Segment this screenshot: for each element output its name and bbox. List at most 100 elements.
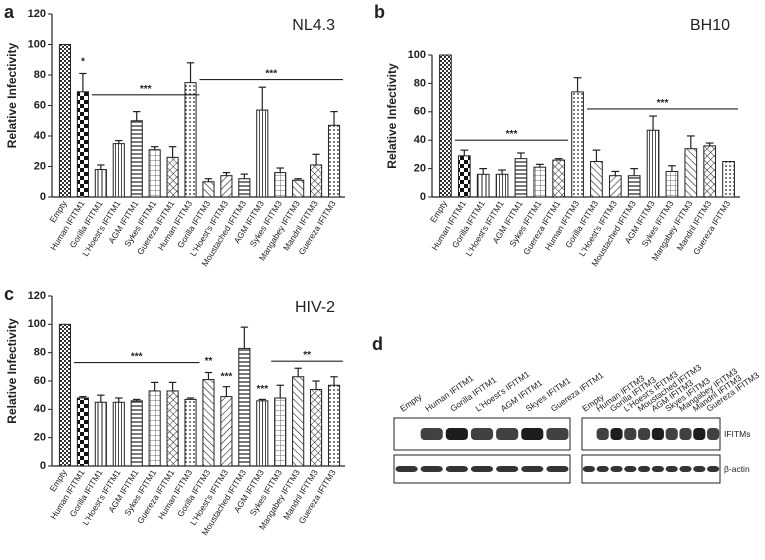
bar bbox=[256, 400, 269, 467]
bar bbox=[238, 347, 251, 467]
error-bar bbox=[97, 394, 105, 403]
bar bbox=[627, 175, 641, 198]
error-bar bbox=[276, 384, 284, 398]
significance-label: ** bbox=[303, 350, 311, 361]
y-tick-label: 20 bbox=[414, 163, 426, 175]
error-bar bbox=[258, 398, 266, 401]
error-bar bbox=[312, 153, 320, 165]
blot-band bbox=[445, 428, 468, 440]
y-tick-label: 100 bbox=[28, 318, 46, 330]
error-bar bbox=[276, 167, 284, 173]
error-bar bbox=[517, 152, 525, 159]
significance-label: *** bbox=[221, 371, 233, 382]
blot-band bbox=[546, 466, 569, 472]
blot-band bbox=[651, 466, 664, 472]
bar bbox=[220, 396, 233, 467]
error-bar bbox=[294, 367, 302, 377]
error-bar bbox=[294, 178, 302, 181]
blot-band bbox=[596, 466, 609, 472]
blot-band bbox=[496, 466, 519, 472]
bar bbox=[58, 44, 72, 198]
significance-label: *** bbox=[140, 84, 152, 95]
blot-band bbox=[679, 466, 692, 472]
significance-label: *** bbox=[657, 98, 669, 109]
blot-band bbox=[596, 428, 609, 440]
significance-label: *** bbox=[265, 69, 277, 80]
blot-band bbox=[651, 428, 664, 440]
chart-title: NL4.3 bbox=[292, 17, 335, 34]
significance-label: *** bbox=[506, 129, 518, 140]
bar bbox=[256, 109, 269, 198]
blot-band bbox=[693, 428, 706, 440]
error-bar bbox=[168, 381, 177, 391]
error-bar bbox=[611, 170, 620, 176]
bar bbox=[148, 390, 161, 467]
bar bbox=[202, 181, 215, 198]
significance-label: *** bbox=[131, 352, 143, 363]
bar bbox=[94, 169, 107, 198]
blot-band bbox=[445, 466, 468, 472]
error-bar bbox=[686, 135, 695, 149]
y-axis-title: Relative Infectivity bbox=[5, 318, 19, 424]
row-label: β-actin bbox=[724, 464, 750, 474]
error-bar bbox=[186, 397, 195, 400]
panel-letter: a bbox=[4, 2, 15, 22]
blot-band bbox=[395, 466, 418, 472]
bar bbox=[58, 323, 72, 467]
y-tick-label: 40 bbox=[34, 403, 46, 415]
bar bbox=[184, 82, 197, 198]
blot-band bbox=[624, 466, 637, 472]
panel-letter: b bbox=[374, 2, 385, 22]
error-bar bbox=[204, 371, 213, 380]
bar bbox=[274, 172, 287, 198]
bar bbox=[76, 91, 89, 198]
bar bbox=[130, 120, 143, 198]
bar bbox=[495, 173, 509, 198]
bar bbox=[292, 179, 305, 198]
y-tick-label: 60 bbox=[414, 106, 426, 118]
panel-letter: d bbox=[372, 334, 383, 354]
bar bbox=[238, 178, 251, 198]
blot-band bbox=[707, 428, 720, 440]
error-bar bbox=[133, 398, 141, 401]
y-axis-title: Relative Infectivity bbox=[385, 63, 399, 169]
error-bar bbox=[79, 395, 87, 398]
blot-band bbox=[582, 466, 595, 472]
error-bar bbox=[186, 62, 195, 83]
bar bbox=[184, 398, 197, 467]
error-bar bbox=[312, 380, 320, 390]
bar bbox=[590, 161, 603, 198]
chart-title: HIV-2 bbox=[295, 299, 335, 316]
bar bbox=[703, 145, 717, 198]
error-bar bbox=[133, 110, 141, 121]
bar bbox=[327, 124, 341, 198]
significance-label: * bbox=[81, 56, 85, 67]
error-bar bbox=[79, 72, 87, 92]
bar bbox=[514, 158, 528, 198]
bar bbox=[130, 400, 143, 467]
blot-band bbox=[496, 428, 519, 440]
bar bbox=[220, 175, 233, 198]
blot-band bbox=[546, 428, 569, 440]
error-bar bbox=[554, 158, 563, 161]
error-bar bbox=[668, 165, 676, 172]
bar bbox=[112, 143, 125, 198]
bar bbox=[166, 156, 179, 198]
y-tick-label: 20 bbox=[34, 160, 46, 172]
y-tick-label: 40 bbox=[34, 130, 46, 142]
bar bbox=[722, 161, 735, 198]
y-tick-label: 100 bbox=[28, 38, 46, 50]
error-bar bbox=[150, 146, 159, 150]
error-bar bbox=[150, 381, 159, 391]
blot-band bbox=[693, 466, 706, 472]
blot-band bbox=[665, 428, 678, 440]
bar bbox=[552, 159, 566, 198]
bar bbox=[310, 389, 323, 467]
blot-band bbox=[665, 466, 678, 472]
error-bar bbox=[649, 115, 657, 131]
error-bar bbox=[115, 139, 123, 144]
y-tick-label: 0 bbox=[40, 191, 46, 203]
error-bar bbox=[630, 168, 639, 176]
bar bbox=[608, 175, 622, 198]
